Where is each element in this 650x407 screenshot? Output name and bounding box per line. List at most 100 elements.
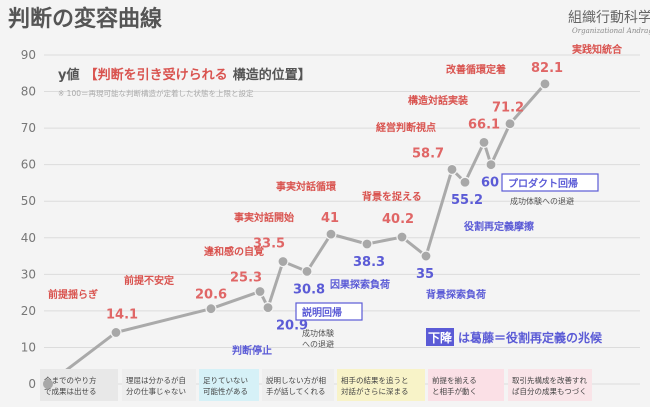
data-label: 20.9 [276, 319, 308, 334]
category-label: と相手が動く [432, 386, 477, 396]
category-box [199, 369, 259, 401]
data-label: 35 [416, 267, 434, 282]
data-point [459, 176, 471, 188]
category-label: で成果は出せる [44, 386, 97, 396]
category-label: 手が話してくれる [266, 386, 326, 396]
data-point [396, 231, 408, 243]
annotation-down: 役割再定義摩擦 [464, 220, 534, 233]
legend-highlight: 下降 [428, 330, 453, 345]
annotation-sub: への退避 [302, 339, 334, 349]
y-tick-label: 20 [21, 304, 36, 318]
category-label: 相手の結果を追うと [341, 375, 409, 385]
y-tick-label: 0 [28, 377, 36, 391]
data-point [301, 265, 313, 278]
category-label: 可能性がある [203, 386, 248, 396]
y-axis-label-highlight: 【判断を引き受けられる [85, 67, 228, 83]
data-label: 60 [481, 176, 499, 191]
data-point [485, 159, 497, 171]
category-label: 前提を揃える [432, 375, 477, 385]
data-label: 55.2 [451, 193, 483, 208]
y-axis-label: y値 【判断を引き受けられる 構造的位置】 [58, 64, 311, 83]
category-box [428, 369, 504, 401]
annotation-down: 説明回帰 [302, 306, 342, 319]
data-point [446, 163, 458, 176]
annotation-up: 前提不安定 [124, 274, 174, 287]
annotation-up: 前提揺らぎ [48, 288, 98, 301]
category-label: 足りていない [203, 376, 248, 385]
data-label: 41 [321, 211, 339, 226]
category-label: 今までのやり方 [44, 375, 97, 385]
data-label: 20.6 [195, 288, 227, 303]
data-label: 82.1 [531, 61, 563, 76]
brand-name: 組織行動科学 [568, 10, 650, 26]
annotation-up: 実践知統合 [572, 43, 623, 56]
legend-swatch [426, 328, 454, 346]
data-point [539, 78, 551, 90]
category-label: 対話がさらに深まる [341, 386, 409, 396]
y-tick-label: 10 [21, 340, 36, 354]
data-label: 33.5 [253, 237, 285, 252]
category-label: ば自分の成果もつづく [512, 386, 587, 396]
annotation-box [501, 173, 599, 192]
data-point [254, 285, 266, 298]
y-tick-label: 70 [21, 121, 36, 135]
data-label: 71.2 [492, 101, 524, 116]
data-points [110, 78, 551, 339]
data-point [277, 255, 289, 268]
data-point [43, 379, 53, 389]
category-box [262, 369, 334, 401]
annotation-box [295, 302, 363, 321]
data-point [420, 250, 432, 262]
y-axis-label-suffix: 構造的位置】 [233, 67, 311, 83]
data-label: 14.1 [106, 307, 138, 322]
y-tick-label: 80 [21, 85, 36, 99]
y-tick-label: 50 [21, 194, 36, 208]
annotation-sub: 成功体験への退避 [510, 196, 574, 206]
data-point [361, 238, 373, 250]
category-box [122, 369, 196, 401]
annotation-up: 事実対話循環 [276, 180, 337, 193]
annotation-down: プロダクト回帰 [508, 177, 578, 190]
category-label: 分の仕事じゃない [126, 386, 186, 396]
annotation-down: 判断停止 [232, 344, 272, 357]
data-point [262, 301, 274, 314]
category-box [508, 369, 592, 401]
y-tick-label: 40 [21, 231, 36, 245]
annotation-up: 事実対話開始 [234, 211, 294, 224]
category-box [40, 369, 118, 401]
data-point [478, 136, 490, 148]
data-label: 40.2 [382, 212, 414, 227]
annotation-down: 因果探索負荷 [330, 278, 390, 291]
category-label: 理屈は分かるが自 [126, 375, 186, 385]
category-box [337, 369, 425, 401]
data-label: 66.1 [468, 117, 500, 132]
data-label: 58.7 [412, 146, 444, 161]
annotation-up: 改善循環定着 [446, 63, 506, 76]
data-point [504, 118, 516, 130]
data-label: 25.3 [230, 271, 262, 286]
category-label: 説明しない方が相 [266, 375, 326, 385]
annotation-up: 構造対話実装 [408, 94, 468, 107]
annotation-sub: 成功体験 [302, 328, 334, 338]
data-point [325, 228, 337, 240]
annotation-up: 背景を捉える [362, 190, 422, 203]
data-point [205, 303, 217, 315]
legend-text: は葛藤＝役割再定義の兆候 [458, 330, 603, 345]
annotation-up: 違和感の自覚 [204, 245, 264, 258]
y-axis-note: ※ 100＝再現可能な判断構造が定着した状態を上限と設定 [58, 88, 254, 98]
data-point [110, 326, 122, 339]
y-tick-label: 30 [21, 267, 36, 281]
data-label: 30.8 [293, 282, 325, 297]
annotation-down: 背景探索負荷 [426, 288, 486, 301]
category-label: 取引先構成を改善すれ [512, 375, 587, 385]
chart-title: 判断の変容曲線 [8, 6, 162, 32]
annotation-up: 経営判断視点 [376, 121, 436, 134]
y-axis-label-prefix: y値 [58, 67, 79, 83]
data-labels: 14.1 20.625.3 20.9 33.5 30.8 41 38.3 40.2 35 58.7… [106, 61, 563, 334]
brand-subtitle: Organizational Andragogy [572, 27, 650, 35]
data-label: 38.3 [353, 255, 385, 270]
y-axis-ticks: 0 10 20 30 40 50 60 70 80 90 [21, 48, 36, 391]
